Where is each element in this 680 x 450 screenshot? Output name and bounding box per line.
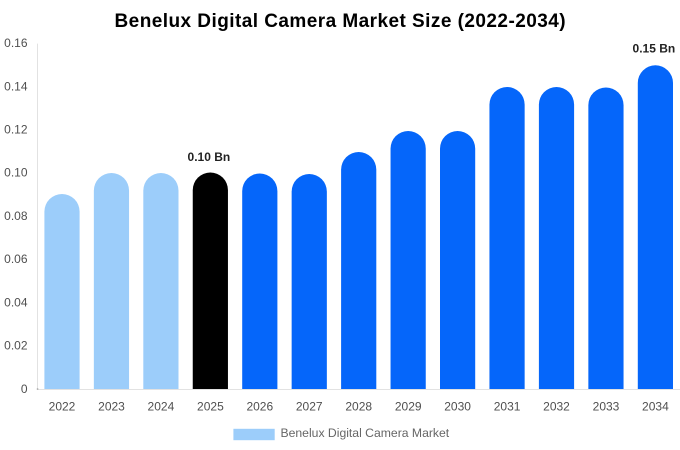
svg-text:0.08: 0.08	[4, 209, 28, 223]
svg-text:2031: 2031	[494, 399, 521, 413]
svg-text:0.06: 0.06	[4, 252, 28, 266]
svg-text:0: 0	[21, 382, 28, 396]
svg-text:2030: 2030	[444, 399, 471, 413]
svg-text:2025: 2025	[197, 399, 224, 413]
svg-text:Benelux Digital Camera Market: Benelux Digital Camera Market	[281, 426, 450, 440]
svg-text:0.15 Bn: 0.15 Bn	[633, 42, 676, 56]
svg-text:Benelux Digital Camera Market: Benelux Digital Camera Market Size (2022…	[115, 11, 567, 32]
svg-text:2024: 2024	[148, 399, 175, 413]
svg-text:0.10: 0.10	[4, 166, 28, 180]
svg-text:2033: 2033	[593, 399, 620, 413]
svg-text:2026: 2026	[246, 399, 273, 413]
svg-text:2029: 2029	[395, 399, 422, 413]
svg-text:2027: 2027	[296, 399, 323, 413]
svg-text:0.02: 0.02	[4, 339, 28, 353]
svg-text:0.12: 0.12	[4, 123, 28, 137]
svg-text:2032: 2032	[543, 399, 570, 413]
svg-text:2028: 2028	[345, 399, 372, 413]
svg-text:0.16: 0.16	[4, 36, 28, 50]
svg-text:0.14: 0.14	[4, 79, 28, 93]
svg-text:0.10 Bn: 0.10 Bn	[188, 150, 231, 164]
svg-text:2023: 2023	[98, 399, 125, 413]
svg-text:2034: 2034	[642, 399, 669, 413]
svg-text:0.04: 0.04	[4, 295, 28, 309]
svg-text:2022: 2022	[49, 399, 76, 413]
